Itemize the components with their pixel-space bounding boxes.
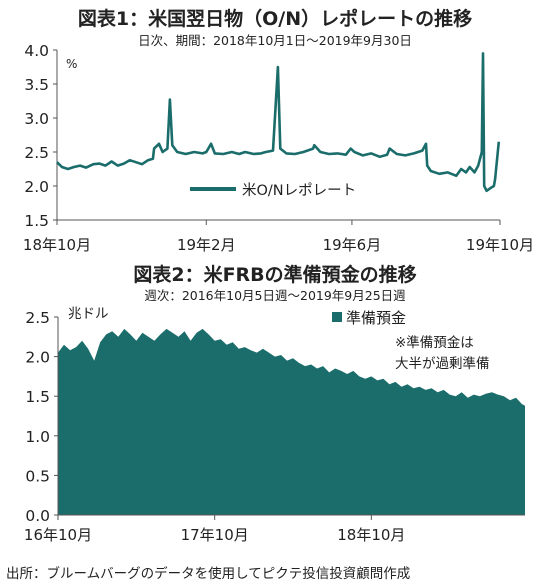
reserve-balance-chart: 2.5 2.0 1.5 1.0 0.5 0.016年10月 17年10月 18年10月 兆ドル 準… [24, 306, 525, 544]
x-tick-label: 18年10月 [23, 236, 91, 254]
x-tick-label: 19年6月 [323, 236, 382, 254]
x-tick-label: 19年2月 [177, 236, 236, 254]
chart1-subtitle: 日次、期間：2018年10月1日～2019年9月30日 [138, 33, 412, 48]
y-tick-label: 1.5 [25, 388, 50, 406]
unit-label: 兆ドル [68, 306, 109, 322]
y-tick-label: 2.0 [25, 349, 50, 367]
x-tick-label: 17年10月 [181, 526, 249, 544]
x-tick-label: 16年10月 [24, 526, 92, 544]
y-tick-label: 1.0 [25, 428, 50, 446]
chart2-subtitle: 週次：2016年10月5日週～2019年9月25日週 [144, 288, 406, 303]
reserve-area [58, 328, 525, 515]
repo-rate-line [56, 52, 501, 193]
y-tick-label: 2.5 [24, 144, 49, 162]
y-tick-label: 3.0 [24, 110, 49, 128]
chart2-title: 図表2：米FRBの準備預金の推移 [133, 264, 417, 286]
x-tick-label: 18年10月 [337, 526, 405, 544]
x-tick-label: 19年10月 [466, 236, 534, 254]
legend-swatch [332, 312, 342, 322]
legend-label: 米O/Nレポレート [242, 182, 356, 199]
y-tick-label: 0.0 [25, 507, 50, 525]
y-tick-label: 0.5 [25, 467, 50, 485]
y-tick-label: 4.0 [24, 42, 49, 60]
annotation-line-2: 大半が過剰準備 [395, 356, 490, 372]
chart1-title: 図表1：米国翌日物（O/N）レポレートの推移 [77, 8, 473, 30]
source-note: 出所：ブルームバーグのデータを使用してピクテ投信投資顧問作成 [6, 566, 411, 582]
annotation-line-1: ※準備預金は [395, 335, 474, 351]
repo-rate-chart: 4.0 3.5 3.0 2.5 2.0 1.5 18年10月 19年2月 19年6月 19年10月… [23, 42, 534, 254]
y-tick-label: 3.5 [24, 76, 49, 94]
legend-label: 準備預金 [346, 309, 406, 327]
y-tick-label: 2.0 [24, 178, 49, 196]
y-tick-label: 1.5 [24, 212, 49, 230]
unit-label: % [66, 57, 77, 71]
y-tick-label: 2.5 [25, 309, 50, 327]
